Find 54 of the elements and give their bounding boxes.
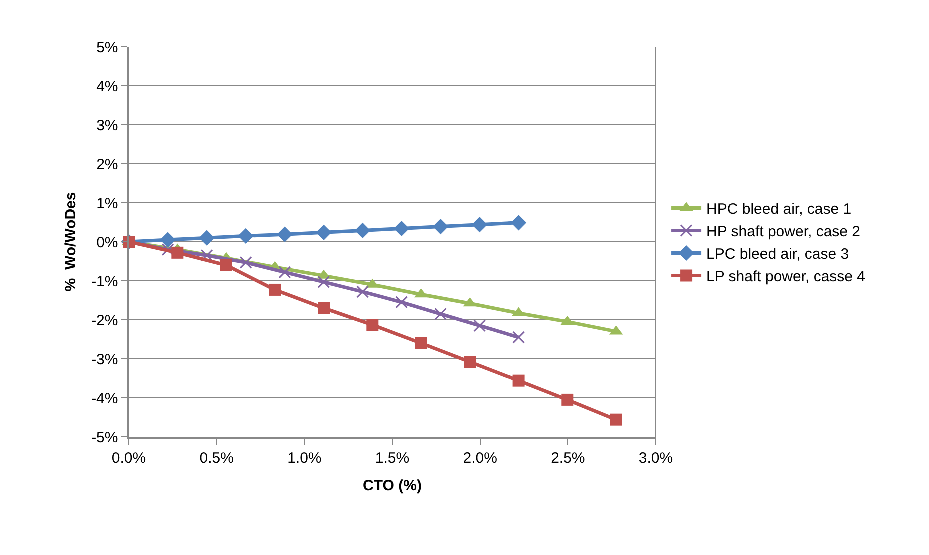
- point: [355, 222, 371, 238]
- point: [162, 244, 174, 256]
- x-axis-title: CTO (%): [363, 477, 422, 494]
- y-tick-label: 3%: [96, 117, 118, 134]
- y-tick-label: -5%: [92, 429, 118, 446]
- point: [356, 286, 370, 298]
- point: [366, 319, 379, 332]
- x-tick-label: 2.5%: [551, 450, 586, 467]
- point: [610, 414, 622, 426]
- point: [318, 302, 330, 314]
- legend-label: HP shaft power, case 2: [706, 224, 861, 241]
- point: [238, 228, 254, 244]
- x-tick-label: 1.0%: [288, 450, 322, 467]
- point: [277, 226, 293, 242]
- y-tick-label: -3%: [92, 351, 118, 368]
- point: [240, 256, 252, 269]
- x-tick-label: 1.5%: [375, 450, 410, 467]
- y-tick-label: -4%: [92, 390, 118, 408]
- point: [396, 296, 408, 309]
- point: [562, 394, 574, 406]
- point: [433, 218, 449, 235]
- y-tick-label: 0%: [96, 234, 118, 252]
- point: [200, 249, 214, 262]
- x-tick-label: 3.0%: [638, 450, 674, 467]
- point: [512, 331, 526, 344]
- point: [172, 246, 184, 259]
- y-tick-label: 4%: [96, 78, 118, 96]
- point: [316, 224, 332, 240]
- y-tick-label: 1%: [96, 195, 118, 212]
- point: [160, 232, 176, 248]
- point: [472, 217, 488, 233]
- legend-label: LP shaft power, casse 4: [706, 268, 866, 286]
- point: [434, 308, 448, 320]
- point: [220, 259, 232, 272]
- point: [511, 215, 527, 231]
- legend-label: LPC bleed air, case 3: [706, 246, 850, 264]
- x-tick-label: 0.5%: [200, 450, 234, 467]
- point: [512, 374, 525, 387]
- y-tick-label: -1%: [92, 273, 118, 290]
- legend-label: HPC bleed air, case 1: [706, 201, 852, 218]
- point: [278, 266, 292, 279]
- x-tick-label: 0.0%: [112, 450, 146, 467]
- point: [415, 337, 428, 350]
- x-tick-label: 2.0%: [463, 450, 498, 467]
- point: [394, 220, 410, 237]
- point: [318, 276, 330, 288]
- point: [269, 284, 282, 296]
- y-tick-label: -2%: [92, 312, 118, 330]
- point: [474, 320, 486, 332]
- point: [199, 230, 215, 246]
- point: [464, 356, 476, 368]
- y-tick-label: 5%: [96, 39, 118, 56]
- y-tick-label: 2%: [96, 156, 118, 174]
- y-axis-title: % Wo/WoDes: [62, 192, 80, 292]
